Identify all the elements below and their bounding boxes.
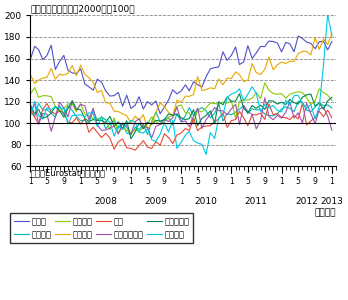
Line: フランス: フランス bbox=[30, 101, 332, 135]
Line: ギリシャ: ギリシャ bbox=[30, 14, 332, 154]
Legend: ドイツ, フランス, イタリア, スペイン, 英国, アイルランド, ポルトガル, ギリシャ: ドイツ, フランス, イタリア, スペイン, 英国, アイルランド, ポルトガル… bbox=[10, 213, 193, 244]
Text: （季調済数量指数、2000年＝100）: （季調済数量指数、2000年＝100） bbox=[30, 4, 135, 13]
Text: （年月）: （年月） bbox=[315, 208, 336, 217]
Line: アイルランド: アイルランド bbox=[30, 98, 332, 138]
Line: 英国: 英国 bbox=[30, 103, 332, 150]
Line: ドイツ: ドイツ bbox=[30, 36, 332, 114]
Line: ポルトガル: ポルトガル bbox=[30, 94, 332, 139]
Text: 2013: 2013 bbox=[321, 197, 343, 206]
Text: 2010: 2010 bbox=[195, 197, 218, 206]
Text: 2011: 2011 bbox=[245, 197, 268, 206]
Text: 2009: 2009 bbox=[144, 197, 167, 206]
Text: 2012: 2012 bbox=[295, 197, 318, 206]
Line: スペイン: スペイン bbox=[30, 33, 332, 129]
Line: イタリア: イタリア bbox=[30, 83, 332, 134]
Text: 資料：Eurostatから作成。: 資料：Eurostatから作成。 bbox=[30, 168, 105, 177]
Text: 2008: 2008 bbox=[94, 197, 117, 206]
